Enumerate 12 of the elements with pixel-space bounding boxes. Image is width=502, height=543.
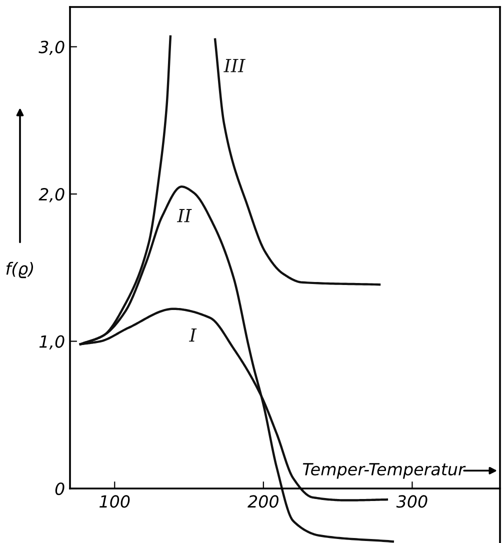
y-tick-label: 2,0 <box>38 188 64 202</box>
x-tick-label: 100 <box>100 495 130 508</box>
series-label: II <box>176 209 192 222</box>
x-tick-label: 200 <box>248 495 278 508</box>
series-label: III <box>224 58 246 72</box>
y-tick-label: 0 <box>55 482 64 496</box>
x-tick-label: 300 <box>396 495 428 508</box>
y-tick-label: 3,0 <box>38 40 64 56</box>
y-axis-title: f(ϱ) <box>6 262 34 278</box>
x-axis-title: Temper-Temperatur <box>302 463 466 479</box>
y-tick-label: 1,0 <box>39 335 64 350</box>
series-label: I <box>189 328 197 342</box>
